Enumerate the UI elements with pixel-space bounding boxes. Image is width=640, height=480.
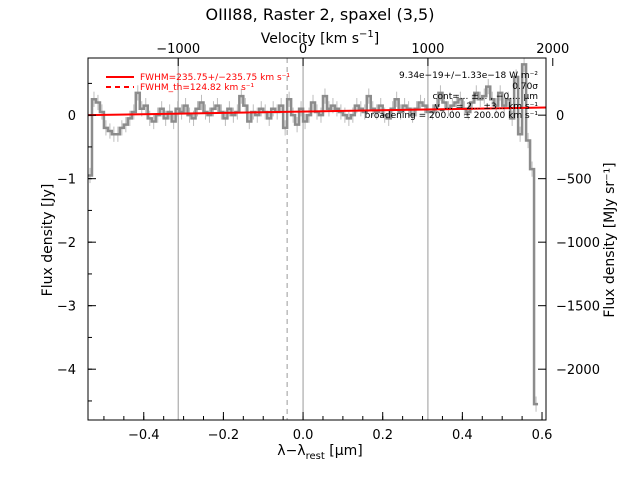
top-tick-label: −1000 — [156, 42, 200, 57]
x-tick-label: 0.6 — [532, 428, 553, 443]
right-tick-label: −1500 — [556, 300, 600, 315]
plot-frame — [87, 57, 547, 421]
x-axis-title: λ−λrest [μm] — [277, 443, 362, 462]
chart-title: OIII88, Raster 2, spaxel (3,5) — [206, 5, 435, 24]
x-tick-label: 0.2 — [372, 428, 393, 443]
axes: −0.4 −0.2 0.0 0.2 0.4 0.6 −1000 0 1000 2000 −4 −3 −2… — [57, 42, 600, 443]
y-tick-label: −1 — [57, 173, 76, 188]
fit-info-line: v_... = 2... ±3... km s⁻¹ — [435, 102, 539, 112]
top-tick-label: 2000 — [536, 42, 569, 57]
y-tick-label: −4 — [57, 363, 76, 378]
plot-area — [88, 58, 546, 420]
y-tick-label: −2 — [57, 236, 76, 251]
spectrum-line — [88, 63, 539, 406]
fit-info-line: cont=... ±... , −0.... μm — [433, 92, 538, 102]
y-axis-title-right: Flux density [MJy sr⁻¹] — [602, 162, 618, 317]
fit-line — [88, 106, 546, 117]
right-tick-label: −2000 — [556, 363, 600, 378]
legend-label: FWHM=235.75+/−235.75 km s⁻¹ — [140, 73, 290, 83]
fit-info-line: 9.34e−19+/−1.33e−18 W m⁻² — [399, 71, 538, 81]
legend: FWHM=235.75+/−235.75 km s⁻¹FWHM_th=124.8… — [106, 73, 290, 93]
top-axis-title: Velocity [km s−1] — [261, 29, 380, 47]
x-tick-label: 0.4 — [452, 428, 473, 443]
right-tick-label: −500 — [556, 173, 592, 188]
legend-label: FWHM_th=124.82 km s⁻¹ — [140, 83, 255, 93]
fit-info-line: 0.70σ — [512, 82, 538, 92]
y-tick-label: −3 — [57, 300, 76, 315]
plot-clip-group — [88, 58, 546, 420]
top-tick-label: 1000 — [411, 42, 444, 57]
x-tick-label: 0.0 — [293, 428, 314, 443]
right-tick-label: 0 — [556, 109, 564, 124]
y-tick-label: 0 — [68, 109, 76, 124]
x-tick-label: −0.4 — [128, 428, 160, 443]
fit-info-line: broadening = 200.00 ± 200.00 km s⁻¹ — [365, 111, 539, 121]
right-tick-label: −1000 — [556, 236, 600, 251]
x-tick-label: −0.2 — [208, 428, 240, 443]
y-axis-title-left: Flux density [Jy] — [40, 184, 56, 297]
top-tick-label: 0 — [299, 42, 307, 57]
